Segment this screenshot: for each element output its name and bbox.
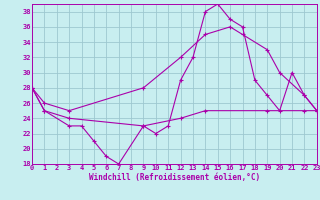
- X-axis label: Windchill (Refroidissement éolien,°C): Windchill (Refroidissement éolien,°C): [89, 173, 260, 182]
